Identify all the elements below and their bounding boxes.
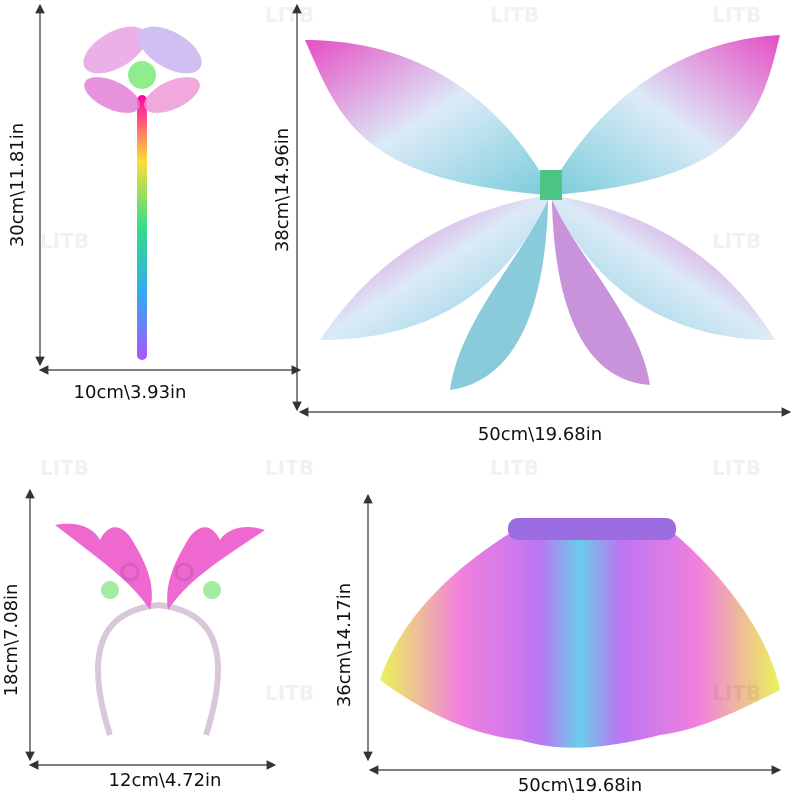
watermark: LITB	[712, 3, 761, 27]
butterfly-wings	[305, 35, 780, 390]
width-label: 50cm\19.68in	[518, 775, 642, 796]
watermark: LITB	[712, 229, 761, 253]
height-label: 38cm\14.96in	[272, 128, 293, 252]
height-label: 18cm\7.08in	[1, 584, 22, 697]
watermark: LITB	[490, 456, 539, 480]
headband	[55, 523, 265, 736]
watermark: LITB	[490, 3, 539, 27]
watermark: LITB	[265, 681, 314, 705]
wand	[83, 26, 202, 360]
height-label: 30cm\11.81in	[7, 123, 28, 247]
width-label: 10cm\3.93in	[74, 382, 187, 403]
watermark: LITB	[265, 3, 314, 27]
watermark: LITB	[265, 456, 314, 480]
tutu	[380, 518, 780, 748]
watermark: LITB	[40, 229, 89, 253]
width-label: 12cm\4.72in	[109, 770, 222, 791]
height-label: 36cm\14.17in	[334, 583, 355, 707]
watermark: LITB	[712, 456, 761, 480]
watermarks: LITB LITB LITB LITB LITB LITB LITB LITB LITB LITB…	[40, 3, 761, 705]
watermark: LITB	[40, 456, 89, 480]
width-label: 50cm\19.68in	[478, 424, 602, 445]
watermark: LITB	[712, 681, 761, 705]
